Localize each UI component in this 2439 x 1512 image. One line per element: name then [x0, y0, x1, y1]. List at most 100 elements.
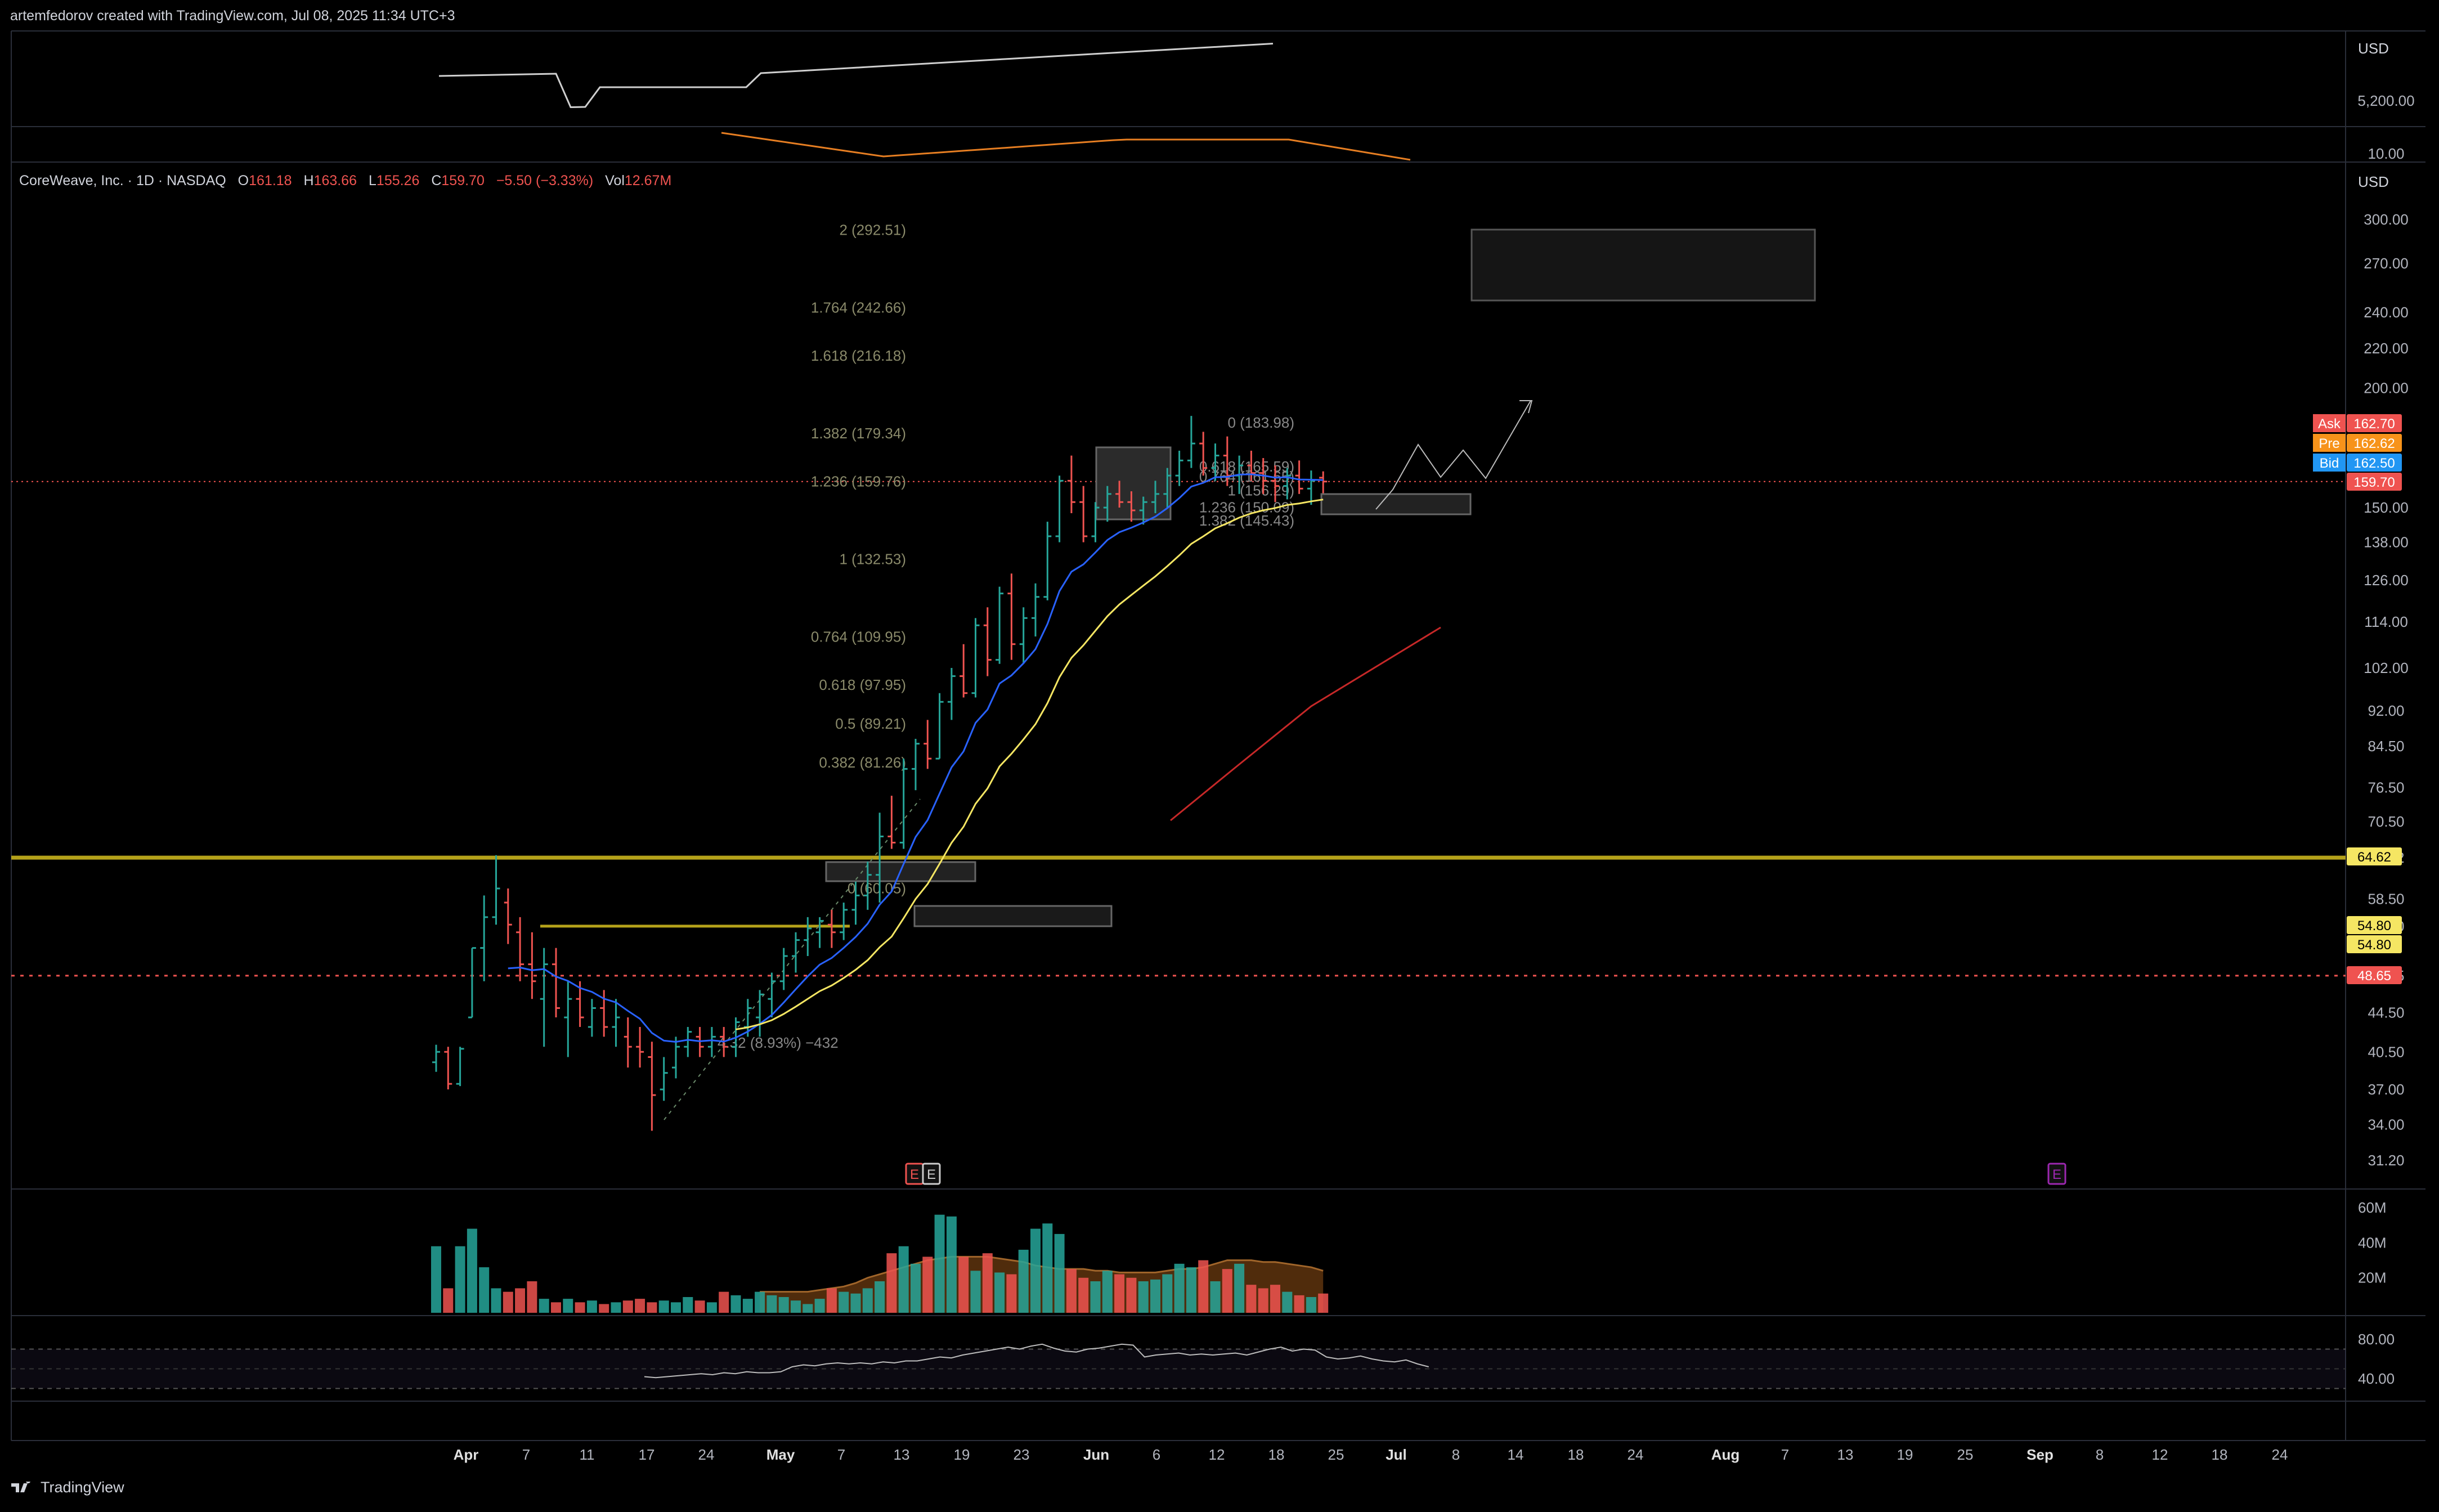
price-axis-label: 150.00 — [2364, 499, 2409, 516]
volume-bar — [611, 1302, 621, 1313]
time-axis-label: 18 — [1268, 1446, 1285, 1463]
sma-long-line — [1170, 626, 1441, 822]
time-axis-label: 8 — [1452, 1446, 1460, 1463]
price-tag-label-bg — [2313, 434, 2346, 452]
rsi-pane — [11, 1343, 2346, 1389]
price-axis-label: 92.00 — [2368, 702, 2404, 719]
overlay-axis-label: 5,200.00 — [2357, 92, 2414, 109]
volume-bar — [1282, 1291, 1293, 1313]
volume-bar — [1030, 1228, 1041, 1313]
volume-bar — [1246, 1285, 1257, 1313]
volume-bar — [1162, 1274, 1173, 1313]
volume-bar — [647, 1302, 657, 1313]
volume-bar — [730, 1295, 741, 1313]
price-tag-value: 48.65 — [2357, 968, 2391, 984]
time-axis-label: 19 — [954, 1446, 970, 1463]
volume-bar — [1222, 1269, 1232, 1313]
time-axis-label: 12 — [1209, 1446, 1225, 1463]
price-axis-label: 102.00 — [2364, 659, 2409, 676]
time-axis-label: 13 — [894, 1446, 910, 1463]
volume-bar — [1294, 1295, 1304, 1313]
time-axis-label: 11 — [580, 1446, 595, 1463]
time-axis-label: May — [766, 1446, 795, 1463]
volume-bar — [467, 1228, 477, 1313]
price-axis-label: 70.50 — [2368, 813, 2404, 830]
tradingview-logo-icon — [11, 1478, 34, 1494]
price-axis-label: 34.00 — [2368, 1116, 2404, 1133]
time-axis-label: 7 — [837, 1446, 845, 1463]
volume-bar — [755, 1291, 765, 1313]
high-value: 163.66 — [313, 173, 357, 189]
price-tag-bg — [2347, 966, 2402, 984]
time-axis-label: 24 — [698, 1446, 715, 1463]
fib-level-label: 1.382 (179.34) — [811, 425, 906, 442]
volume-bar — [791, 1300, 801, 1313]
volume-bar — [911, 1263, 921, 1313]
fib-level-label: 1 (132.53) — [839, 551, 906, 568]
overlay-index-line — [438, 43, 1274, 109]
fib-level-label: 1.764 (242.66) — [811, 299, 906, 316]
volume-bar — [839, 1291, 849, 1313]
earnings-marker-label: E — [2052, 1167, 2061, 1182]
price-tag-label: Pre — [2319, 436, 2339, 451]
price-tag-bg — [2347, 935, 2402, 953]
time-axis-label: 18 — [2212, 1446, 2228, 1463]
time-axis-label: 23 — [1014, 1446, 1030, 1463]
overlay-axis-currency: USD — [2358, 40, 2389, 57]
price-tag-value: 162.50 — [2353, 456, 2395, 471]
volume-bar — [982, 1253, 993, 1313]
volume-bar — [539, 1299, 549, 1313]
price-pane[interactable]: 2 (292.51) 1.764 (242.66) 1.618 (216.18) 1.… — [11, 222, 2346, 1185]
retest-zone-rect — [913, 905, 1113, 927]
volume-bar — [1210, 1281, 1221, 1313]
time-axis-label: 19 — [1897, 1446, 1913, 1463]
fib-level-label: 1.618 (216.18) — [811, 347, 906, 364]
volume-bar — [443, 1288, 454, 1313]
time-axis-label: 18 — [1568, 1446, 1584, 1463]
volume-bar — [586, 1300, 597, 1313]
volume-bar — [934, 1214, 945, 1313]
volume-bar — [1126, 1277, 1137, 1313]
earnings-marker-icon — [2047, 1163, 2066, 1185]
low-value: 155.26 — [376, 173, 420, 189]
volume-axis-label: 20M — [2358, 1269, 2387, 1286]
volume-bar — [1258, 1288, 1268, 1313]
time-axis-label: 7 — [1781, 1446, 1789, 1463]
price-axis-label: 58.50 — [2368, 891, 2404, 908]
time-axis-label: 24 — [2272, 1446, 2288, 1463]
volume-bar — [515, 1288, 526, 1313]
footer-brand[interactable]: TradingView — [11, 1478, 124, 1496]
symbol-name[interactable]: CoreWeave, Inc. · 1D · NASDAQ — [19, 173, 226, 189]
volume-bar — [1306, 1296, 1316, 1313]
volume-bar — [898, 1246, 909, 1313]
price-axis-label: 40.50 — [2368, 1043, 2404, 1060]
fib-level-label: 0.618 (97.95) — [819, 676, 906, 693]
time-axis-label: Jun — [1083, 1446, 1109, 1463]
ema-slow-line — [736, 499, 1324, 1030]
time-axis-label: 6 — [1153, 1446, 1160, 1463]
price-axis-label: 76.50 — [2368, 779, 2404, 796]
overlay-axis-label: 10.00 — [2368, 145, 2404, 162]
time-axis-label: 25 — [1957, 1446, 1974, 1463]
price-axis-currency: USD — [2358, 173, 2389, 190]
volume-bar — [922, 1257, 933, 1313]
volume-bar — [1006, 1274, 1017, 1313]
volume-bar — [551, 1302, 561, 1313]
price-tag-value: 162.70 — [2353, 416, 2395, 432]
volume-bar — [1078, 1277, 1089, 1313]
pane-frames — [11, 30, 2425, 1441]
price-axis-label: 270.00 — [2364, 255, 2409, 272]
volume-ma-line — [760, 1255, 1324, 1293]
volume-bar — [706, 1302, 717, 1313]
volume-bar — [802, 1304, 813, 1313]
volume-bar — [1102, 1271, 1113, 1313]
open-value: 161.18 — [249, 173, 292, 189]
volume-bar — [479, 1267, 490, 1313]
volume-bar — [958, 1257, 969, 1313]
overlay-orange-line — [721, 132, 1411, 161]
rsi-line — [644, 1343, 1429, 1379]
volume-bar — [1018, 1249, 1029, 1313]
close-value: 159.70 — [441, 173, 485, 189]
volume-bar — [1174, 1263, 1185, 1313]
